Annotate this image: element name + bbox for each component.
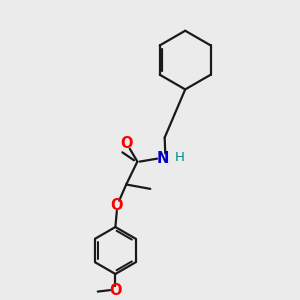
Text: H: H	[175, 151, 184, 164]
Text: O: O	[120, 136, 133, 151]
Text: N: N	[156, 151, 169, 166]
Text: O: O	[111, 197, 123, 212]
Text: O: O	[109, 283, 122, 298]
